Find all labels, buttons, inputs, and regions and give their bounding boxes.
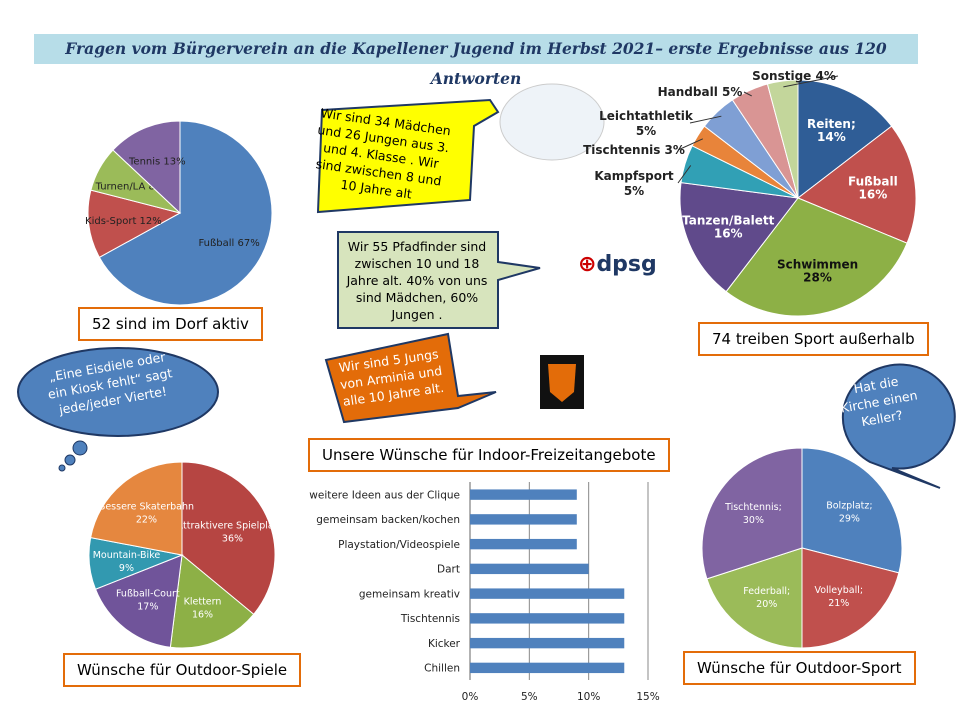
thought-bubble-dot	[64, 454, 76, 466]
pie-slice	[94, 554, 183, 648]
x-tick-label: 5%	[521, 691, 538, 703]
caption-sport: 74 treiben Sport außerhalb	[698, 322, 929, 356]
thought-cloud-shape	[17, 347, 219, 437]
bar-chart-indoor: 0% 5% 10% 15% weitere Ideen aus der Clique ge…	[309, 482, 660, 703]
pie-label: Kids-Sport 12%	[85, 216, 162, 227]
y-category-label: Playstation/Videospiele	[338, 539, 460, 551]
bar	[470, 613, 625, 624]
bar	[470, 514, 577, 525]
y-category-label: gemeinsam kreativ	[359, 588, 460, 600]
pie-slice	[112, 120, 181, 215]
pie-label: Mountain-Bike 9%	[93, 550, 161, 574]
pie-slice	[766, 79, 799, 199]
pie-slice	[701, 447, 803, 580]
bar	[470, 563, 589, 575]
pie-label: Volleyball; 21%	[814, 585, 863, 609]
leader-line	[783, 75, 839, 88]
y-category-label: gemeinsam backen/kochen	[316, 514, 460, 526]
pie-label: Schwimmen 28%	[777, 257, 858, 284]
pie-slice	[98, 120, 273, 306]
y-category-label: Chillen	[424, 663, 460, 675]
leader-line	[677, 165, 692, 184]
pie-label: Turnen/LA 8%	[95, 182, 165, 193]
bar	[470, 588, 625, 599]
pie-label: Tanzen/Balett 16%	[682, 213, 775, 240]
pie-outdoor_sport: Bolzplatz; 29% Volleyball; 21% Federball; 20%…	[701, 447, 903, 649]
bar	[470, 489, 577, 500]
bar	[470, 662, 625, 674]
pie-slice	[706, 547, 803, 649]
callout-pfadfinder: Wir 55 Pfadfinder sind zwischen 10 und 1…	[346, 239, 488, 322]
caption-dorf: 52 sind im Dorf aktiv	[78, 307, 263, 341]
pie-slice	[797, 79, 893, 200]
pie-slice	[679, 182, 799, 293]
pie-label: Bessere Skaterbahn 22%	[99, 502, 194, 526]
dpsg-logo: ⊕dpsg	[578, 252, 657, 277]
page-title: Fragen vom Bürgerverein an die Kapellene…	[34, 34, 918, 88]
pie-slice	[725, 197, 908, 317]
thought-bubble-dot	[58, 464, 66, 472]
pie-slice	[801, 447, 903, 574]
x-tick-label: 10%	[577, 691, 600, 703]
callout-arminia-shape	[324, 332, 497, 424]
y-category-label: weitere Ideen aus der Clique	[309, 489, 460, 501]
pie-label: Reiten; 14%	[807, 117, 856, 144]
pie-label: Handball 5%	[658, 85, 743, 99]
bar	[470, 538, 577, 550]
y-category-label: Dart	[437, 564, 460, 576]
pie-label: Bolzplatz; 29%	[826, 501, 872, 525]
arminia-shield	[548, 364, 576, 402]
thought-bubble-dot	[72, 440, 88, 456]
bar	[470, 637, 625, 649]
pie-slice	[90, 461, 183, 556]
pie-outdoor_spiele: Attraktivere Spielplätze 36% Klettern 16%Fu…	[88, 461, 289, 649]
pie-label: Federball; 20%	[743, 586, 790, 610]
pie-slice	[169, 554, 255, 649]
dpsg-logo-text: dpsg	[596, 252, 657, 277]
leader-line	[689, 115, 722, 124]
chart-title-indoor: Unsere Wünsche für Indoor-Freizeitangebo…	[308, 438, 670, 472]
pie-slice	[181, 461, 276, 615]
pie-dorf: Fußball 67% Kids-Sport 12% Turnen/LA 8% Ten…	[85, 120, 273, 306]
pie-label: Tischtennis 3%	[583, 143, 685, 157]
elephant-logo	[499, 83, 605, 161]
y-category-label: Tischtennis	[400, 613, 460, 625]
callout-kirche-shape	[841, 363, 956, 489]
pie-label: Fußball-Court 17%	[116, 589, 180, 613]
y-category-label: Kicker	[428, 638, 461, 650]
pie-slice	[87, 189, 182, 259]
pie-slice	[801, 547, 900, 649]
pie-label: Tischtennis; 30%	[724, 502, 782, 526]
pie-label: Fußball 67%	[198, 238, 259, 249]
caption-outdoor-sport: Wünsche für Outdoor-Sport	[683, 651, 916, 685]
pie-label: Sonstige 4%	[752, 69, 836, 83]
caption-outdoor-spiele: Wünsche für Outdoor-Spiele	[63, 653, 302, 687]
pie-label: Leichtathletik 5%	[599, 109, 694, 138]
pie-label: Attraktivere Spielplätze 36%	[177, 521, 289, 545]
leader-line	[743, 91, 752, 97]
pie-label: Klettern 16%	[184, 596, 222, 620]
callout-pfadfinder-shape	[337, 231, 541, 329]
callout-grundschule-shape	[316, 98, 500, 214]
leader-line	[677, 138, 704, 151]
pie-label: Tennis 13%	[128, 157, 186, 168]
x-tick-label: 15%	[636, 691, 659, 703]
x-tick-label: 0%	[462, 691, 479, 703]
pie-label: Kampfsport 5%	[594, 169, 674, 198]
pie-sport: Reiten; 14% Fußball 16% Schwimmen 28%Tanzen/B…	[583, 69, 917, 317]
pie-label: Fußball 16%	[848, 175, 898, 202]
pie-slice	[797, 125, 917, 244]
